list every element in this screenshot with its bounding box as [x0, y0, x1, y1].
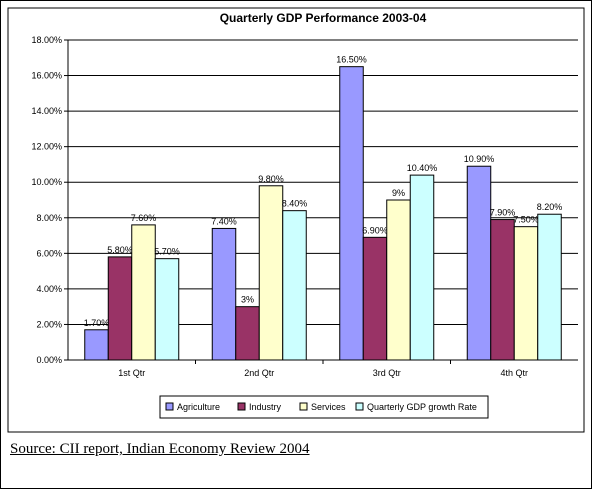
- bar: [537, 213, 562, 361]
- y-tick-label: 6.00%: [36, 248, 62, 258]
- legend-label: Services: [311, 402, 346, 412]
- x-tick-label: 4th Qtr: [500, 368, 528, 378]
- y-tick-label: 2.00%: [36, 319, 62, 329]
- data-label: 6.90%: [362, 225, 388, 235]
- y-tick-label: 0.00%: [36, 355, 62, 365]
- legend-swatch: [299, 402, 308, 411]
- legend-label: Quarterly GDP growth Rate: [367, 402, 477, 412]
- legend-swatch: [355, 402, 364, 411]
- bar: [131, 224, 156, 361]
- data-label: 5.70%: [154, 247, 180, 257]
- chart-title: Quarterly GDP Performance 2003-04: [220, 11, 427, 25]
- data-label: 9%: [392, 188, 405, 198]
- data-label: 7.50%: [513, 215, 539, 225]
- bar: [386, 199, 411, 361]
- bar: [466, 165, 492, 361]
- bar: [339, 66, 364, 361]
- bar: [211, 227, 237, 361]
- data-label: 7.90%: [490, 208, 516, 218]
- bar: [409, 174, 435, 361]
- y-tick-label: 16.00%: [31, 71, 62, 81]
- legend: [159, 395, 489, 419]
- bar: [362, 236, 388, 361]
- x-tick-label: 2nd Qtr: [244, 368, 274, 378]
- data-label: 10.90%: [464, 154, 495, 164]
- y-tick-label: 8.00%: [36, 213, 62, 223]
- x-tick-label: 3rd Qtr: [373, 368, 401, 378]
- data-label: 8.40%: [282, 199, 308, 209]
- bar: [84, 329, 109, 361]
- source-note: Source: CII report, Indian Economy Revie…: [10, 441, 310, 457]
- legend-swatch: [165, 402, 174, 411]
- data-label: 7.40%: [211, 216, 237, 226]
- legend-swatch: [237, 402, 246, 411]
- legend-label: Industry: [249, 402, 282, 412]
- y-tick-label: 4.00%: [36, 284, 62, 294]
- y-tick-label: 12.00%: [31, 142, 62, 152]
- bar: [282, 210, 307, 361]
- legend-label: Agriculture: [177, 402, 220, 412]
- y-tick-label: 18.00%: [31, 35, 62, 45]
- bar: [258, 185, 284, 361]
- data-label: 5.80%: [107, 245, 133, 255]
- y-tick-label: 14.00%: [31, 106, 62, 116]
- data-label: 7.60%: [131, 213, 157, 223]
- bar: [513, 226, 539, 361]
- data-label: 8.20%: [537, 202, 563, 212]
- data-label: 9.80%: [258, 174, 284, 184]
- data-label: 10.40%: [407, 163, 438, 173]
- bar: [490, 219, 515, 361]
- bar: [107, 256, 133, 361]
- data-label: 3%: [241, 295, 254, 305]
- data-label: 16.50%: [336, 55, 367, 65]
- x-tick-label: 1st Qtr: [118, 368, 145, 378]
- bar: [154, 258, 180, 361]
- data-label: 1.70%: [84, 318, 110, 328]
- bar: [235, 306, 260, 361]
- chart-area-border: [7, 7, 585, 433]
- y-tick-label: 10.00%: [31, 177, 62, 187]
